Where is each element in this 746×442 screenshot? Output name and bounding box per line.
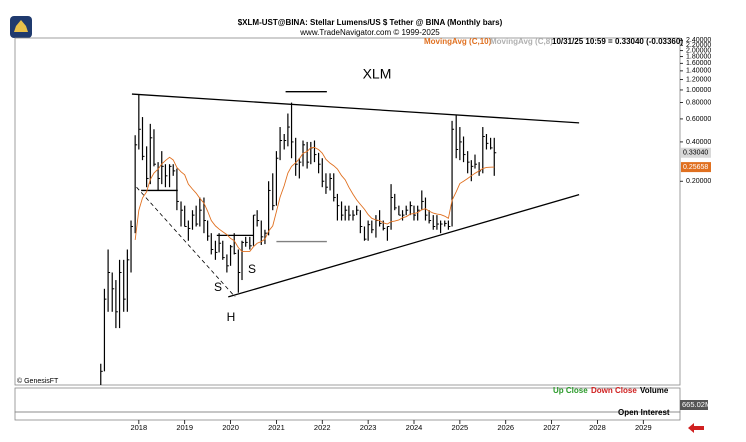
logo (10, 16, 32, 38)
x-tick-label: 2020 (222, 423, 239, 432)
x-tick-label: 2028 (589, 423, 606, 432)
y-tick-label: 2.40000 (686, 37, 711, 44)
scroll-arrow[interactable] (688, 423, 704, 433)
x-tick-label: 2021 (268, 423, 285, 432)
y-tick-label: 0.20000 (686, 178, 711, 185)
y-tick-label: 1.20000 (686, 76, 711, 83)
indicator-label: MovingAvg (C,10) (424, 37, 492, 46)
x-tick-label: 2024 (406, 423, 423, 432)
moving-average (134, 146, 495, 252)
y-tick-label: 1.00000 (686, 87, 711, 94)
y-tick-label: 2.20000 (686, 42, 711, 49)
open-interest-label: Open Interest (618, 408, 670, 417)
y-tick-label: 2.00000 (686, 47, 711, 54)
volume-value: 665.02M (682, 400, 711, 409)
legend-up: Up Close (553, 386, 588, 395)
y-tick-label: 0.40000 (686, 139, 711, 146)
y-tick-label: 1.40000 (686, 68, 711, 75)
y-tick-label: 0.60000 (686, 116, 711, 123)
trendline (228, 193, 580, 298)
oi-frame (14, 411, 681, 421)
legend-down: Down Close (591, 386, 637, 395)
last-close-box (681, 147, 711, 158)
pattern-label: S (214, 280, 222, 294)
volume-value-box (680, 400, 708, 410)
last-ma-label: 0.25658 (683, 164, 708, 171)
last-close-label: 0.33040 (683, 150, 708, 157)
plot-frame (14, 37, 681, 386)
subtitle: www.TradeNavigator.com © 1999-2025 (299, 28, 440, 37)
x-tick-label: 2019 (176, 423, 193, 432)
x-tick-label: 2022 (314, 423, 331, 432)
trendline (131, 93, 580, 124)
last-ma-box (681, 162, 711, 173)
indicator-label: MovingAvg (C,8) (490, 37, 553, 46)
x-tick-label: 2026 (497, 423, 514, 432)
chart-title: $XLM-UST@BINA: Stellar Lumens/US $ Tethe… (238, 18, 503, 27)
pattern-label: S (248, 262, 256, 276)
pattern-label: H (227, 310, 236, 324)
credit: © GenesisFT (17, 377, 59, 385)
y-tick-label: 0.80000 (686, 99, 711, 106)
y-tick-label: 1.80000 (686, 53, 711, 60)
x-tick-label: 2018 (130, 423, 147, 432)
x-tick-label: 2029 (635, 423, 652, 432)
x-tick-label: 2023 (360, 423, 377, 432)
trendline (136, 186, 236, 298)
legend-volume: Volume (640, 386, 669, 395)
symbol-label: XLM (363, 66, 392, 82)
x-tick-label: 2027 (543, 423, 560, 432)
last-quote: 10/31/25 10:59 = 0.33040 (-0.03360) (552, 37, 683, 46)
x-tick-label: 2025 (452, 423, 469, 432)
y-tick-label: 1.60000 (686, 60, 711, 67)
